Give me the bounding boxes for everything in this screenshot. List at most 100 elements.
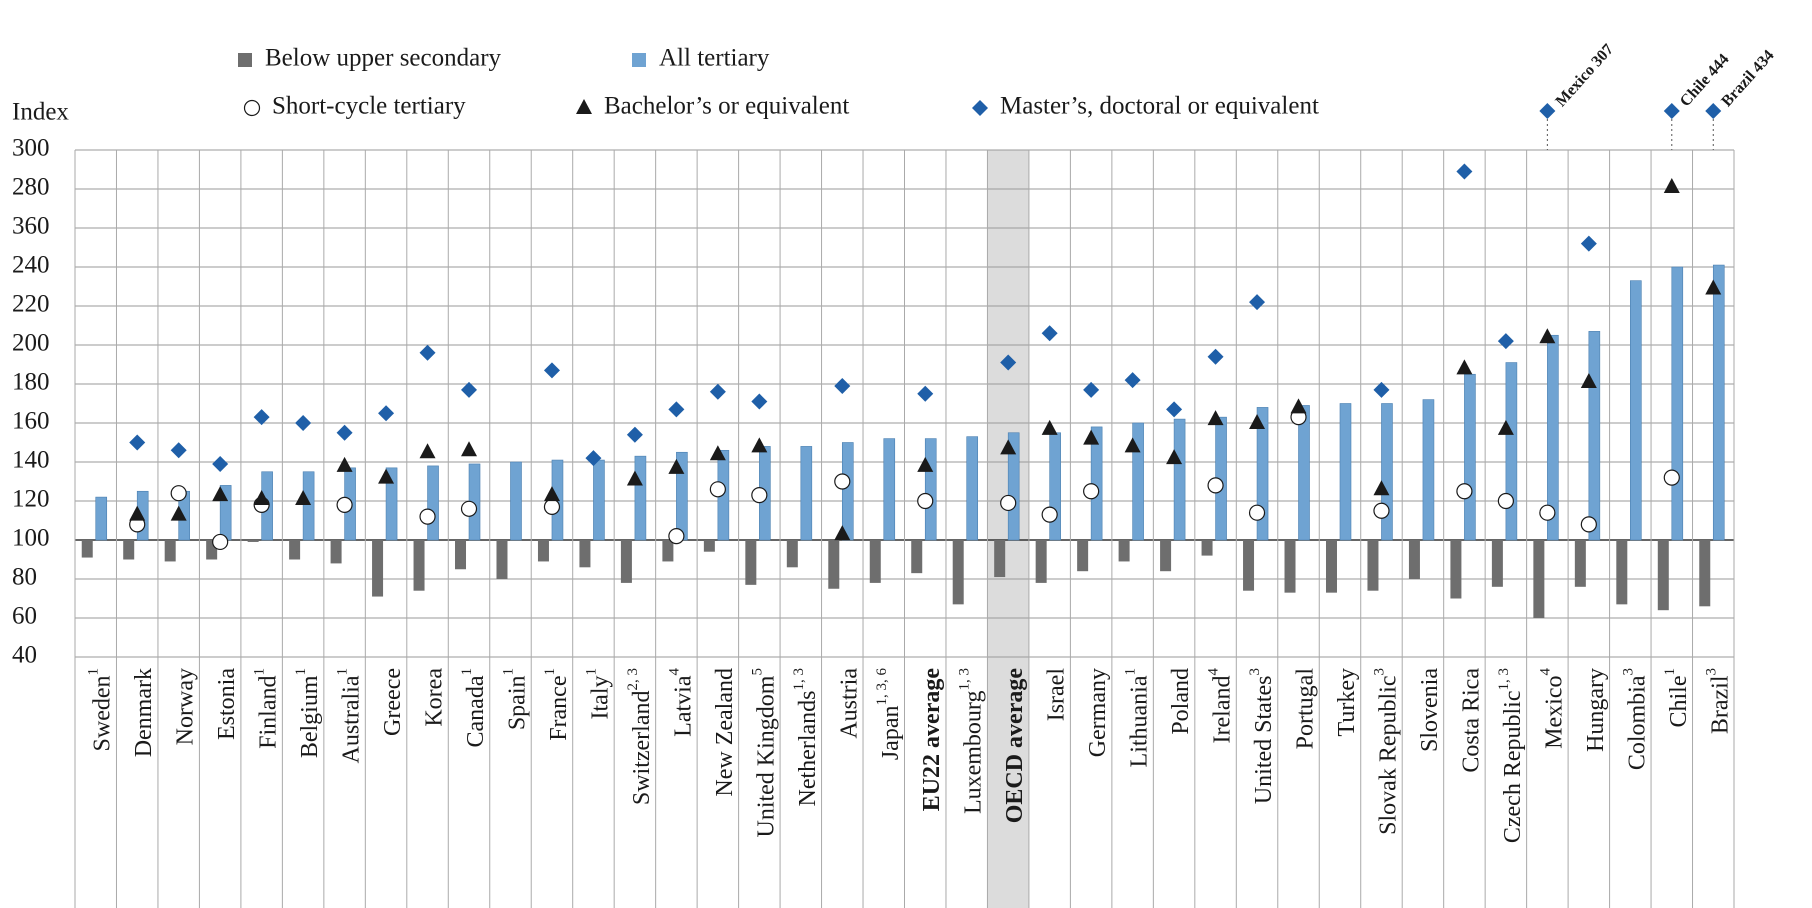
bar bbox=[1699, 540, 1711, 607]
x-tick-label: United Kingdom5 bbox=[750, 668, 779, 838]
x-tick-label: Hungary bbox=[1582, 668, 1608, 752]
diamond-marker bbox=[253, 409, 270, 426]
category-note: 3 bbox=[1621, 668, 1637, 676]
triangle-marker bbox=[1124, 437, 1141, 453]
bar bbox=[1408, 540, 1420, 579]
bar bbox=[1256, 407, 1269, 541]
diamond-marker bbox=[1124, 372, 1141, 389]
legend-marker bbox=[576, 99, 592, 114]
category-name: Canada bbox=[463, 675, 489, 747]
y-tick-label: 240 bbox=[12, 252, 50, 279]
circle-marker bbox=[917, 492, 934, 510]
category-note: 1 bbox=[1123, 668, 1139, 676]
x-tick-label: Denmark bbox=[131, 668, 157, 757]
category-note: 1 bbox=[501, 668, 517, 676]
x-tick-label: EU22 average bbox=[919, 668, 945, 812]
category-name: United States bbox=[1251, 676, 1277, 805]
bar bbox=[537, 540, 549, 562]
triangle-marker bbox=[1705, 279, 1722, 295]
triangle-marker bbox=[419, 443, 436, 459]
bar bbox=[1588, 331, 1601, 541]
category-note: 1 bbox=[459, 668, 475, 676]
triangle-marker bbox=[1290, 398, 1307, 414]
bar bbox=[1077, 540, 1089, 572]
triangle-marker bbox=[170, 505, 187, 521]
bar bbox=[745, 540, 757, 585]
category-note: 1 bbox=[584, 668, 600, 676]
diamond-marker bbox=[336, 424, 353, 441]
triangle-marker bbox=[1663, 178, 1680, 194]
category-name: United Kingdom bbox=[753, 675, 779, 837]
category-note: 1, 3 bbox=[791, 668, 807, 691]
bar bbox=[1712, 264, 1725, 541]
category-name: Slovenia bbox=[1416, 668, 1442, 752]
x-tick-label: Japan1, 3, 6 bbox=[874, 668, 903, 761]
category-name: Japan bbox=[877, 706, 903, 761]
bar bbox=[1243, 540, 1255, 591]
diamond-marker bbox=[1083, 381, 1100, 398]
triangle-marker bbox=[834, 525, 851, 541]
bar bbox=[1505, 362, 1518, 541]
category-name: OECD average bbox=[1002, 668, 1028, 824]
triangle-marker bbox=[1166, 449, 1183, 465]
bar bbox=[1160, 540, 1172, 572]
circle-marker bbox=[709, 481, 726, 498]
circle-marker bbox=[336, 496, 353, 513]
legend-marker bbox=[238, 53, 252, 67]
triangle-marker bbox=[461, 441, 478, 457]
diamond-marker bbox=[1000, 354, 1017, 371]
triangle-marker bbox=[543, 486, 560, 502]
x-tick-label: Australia1 bbox=[335, 668, 364, 763]
diamond-marker bbox=[1373, 381, 1390, 398]
bar bbox=[1298, 405, 1310, 541]
category-name: Finland bbox=[255, 676, 281, 749]
bar bbox=[1118, 540, 1130, 562]
category-name: Poland bbox=[1168, 668, 1194, 735]
bar bbox=[1035, 540, 1047, 583]
bar bbox=[1173, 418, 1186, 541]
diamond-marker bbox=[626, 426, 643, 443]
category-name: Germany bbox=[1085, 668, 1111, 757]
category-name: Austria bbox=[836, 668, 862, 739]
category-note: 3 bbox=[1704, 668, 1720, 676]
bar bbox=[634, 455, 647, 541]
x-tick-label: Greece bbox=[380, 668, 406, 736]
triangle-marker bbox=[709, 445, 726, 461]
x-tick-label: Czech Republic1, 3 bbox=[1496, 668, 1525, 843]
category-note: 1 bbox=[294, 668, 310, 676]
category-name: Lithuania bbox=[1126, 675, 1152, 767]
bar bbox=[662, 540, 674, 562]
x-tick-label: Norway bbox=[172, 668, 198, 745]
circle-marker bbox=[1497, 492, 1514, 510]
x-tick-label: Korea bbox=[421, 668, 447, 727]
diamond-marker bbox=[668, 401, 685, 418]
y-tick-label: 80 bbox=[12, 564, 37, 591]
y-tick-label: 300 bbox=[12, 135, 50, 162]
category-name: Netherlands bbox=[794, 691, 820, 807]
x-tick-label: Estonia bbox=[214, 668, 240, 740]
triangle-marker bbox=[212, 486, 229, 502]
y-tick-label: 180 bbox=[12, 369, 50, 396]
category-note: 4 bbox=[1538, 668, 1554, 676]
diamond-marker bbox=[419, 344, 436, 361]
bar bbox=[247, 540, 259, 542]
circle-marker bbox=[1539, 504, 1556, 521]
bar bbox=[1132, 422, 1144, 541]
y-tick-label: 220 bbox=[12, 291, 50, 318]
triangle-marker bbox=[917, 456, 934, 472]
bar bbox=[1007, 432, 1020, 541]
bar bbox=[1450, 540, 1462, 599]
bar bbox=[81, 540, 93, 558]
category-note: 1 bbox=[86, 668, 102, 676]
y-axis-label: Index bbox=[12, 99, 69, 126]
circle-marker bbox=[1248, 504, 1266, 521]
bar bbox=[164, 540, 176, 562]
diamond-marker bbox=[1166, 401, 1183, 418]
diamond-marker bbox=[1249, 294, 1266, 311]
category-name: Portugal bbox=[1292, 668, 1318, 750]
bar bbox=[1381, 403, 1393, 541]
diamond-marker bbox=[709, 383, 726, 400]
triangle-marker bbox=[751, 437, 768, 453]
triangle-marker bbox=[1083, 429, 1100, 445]
